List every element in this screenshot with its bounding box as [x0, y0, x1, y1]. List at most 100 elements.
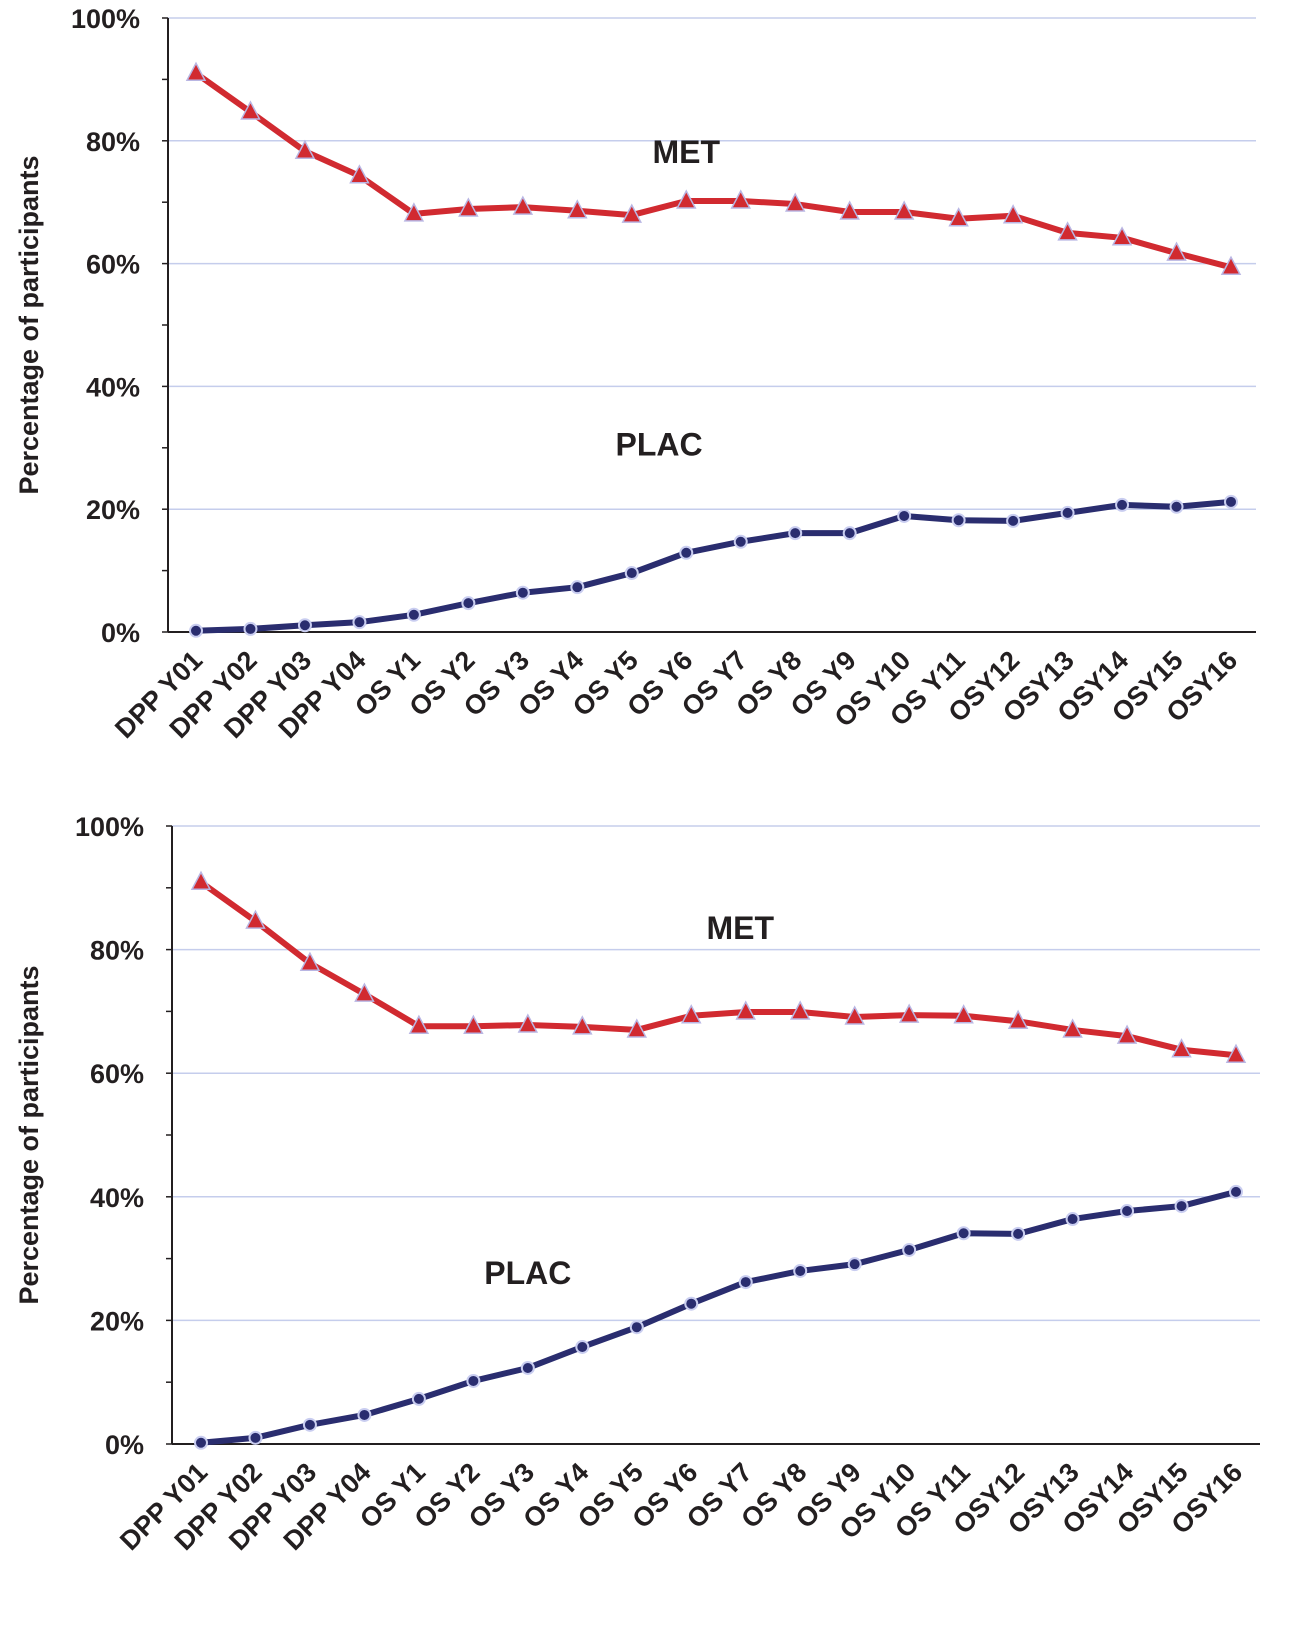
data-point-met: [572, 1015, 593, 1035]
data-point-plac: [793, 1263, 808, 1278]
y-tick-label: 100%: [75, 812, 144, 842]
series-label-plac: PLAC: [484, 1255, 571, 1291]
data-point-met: [403, 202, 425, 222]
data-point-plac: [515, 585, 530, 600]
y-tick-label: 40%: [86, 372, 140, 402]
data-point-met: [517, 1013, 539, 1033]
data-point-met: [245, 909, 266, 929]
data-point-plac: [951, 513, 966, 528]
data-point-met: [567, 199, 588, 219]
data-point-met: [626, 1018, 648, 1038]
data-point-plac: [956, 1226, 971, 1241]
data-point-plac: [406, 607, 421, 622]
data-point-plac: [842, 526, 857, 541]
y-tick-label: 100%: [71, 4, 140, 34]
y-tick-label: 60%: [90, 1059, 144, 1089]
data-point-met: [1007, 1009, 1029, 1030]
data-point-met: [1111, 226, 1133, 246]
data-point-plac: [1224, 494, 1238, 509]
data-point-plac: [788, 526, 803, 541]
data-point-plac: [1060, 505, 1075, 520]
data-point-plac: [1174, 1199, 1189, 1214]
data-point-met: [1057, 221, 1078, 241]
data-point-plac: [461, 596, 476, 611]
chart-1: 0% 20% 40% 60% 80% 100% Percentage of particip…: [14, 4, 1256, 744]
data-point-plac: [1006, 513, 1021, 528]
y-axis-label: Percentage of participants: [14, 155, 44, 494]
data-point-plac: [352, 615, 367, 630]
data-point-plac: [1229, 1184, 1243, 1199]
data-point-plac: [733, 534, 748, 549]
data-point-met: [789, 1000, 811, 1020]
data-point-met: [844, 1005, 865, 1025]
data-point-plac: [1169, 499, 1184, 514]
series-line-met: [199, 879, 1237, 1059]
data-point-plac: [624, 566, 639, 581]
data-point-met: [349, 164, 370, 184]
data-point-met: [240, 100, 261, 120]
series-plac: PLAC: [189, 427, 1238, 638]
data-point-met: [463, 1014, 484, 1034]
data-point-met: [681, 1004, 702, 1024]
data-point-met: [299, 951, 321, 971]
series-met: MET: [190, 870, 1247, 1064]
data-point-plac: [302, 1417, 317, 1432]
y-tick-label: 0%: [101, 618, 140, 648]
y-tick-label: 80%: [90, 936, 144, 966]
data-point-met: [1225, 1043, 1247, 1064]
data-point-met: [621, 203, 643, 223]
series-line-plac: [195, 498, 1232, 634]
data-point-met: [898, 1003, 920, 1023]
data-point-met: [948, 207, 969, 227]
data-point-plac: [466, 1373, 481, 1388]
data-point-met: [354, 982, 375, 1002]
data-point-plac: [297, 618, 312, 633]
data-point-plac: [520, 1360, 535, 1375]
data-point-met: [1116, 1024, 1138, 1044]
data-point-met: [185, 61, 207, 82]
y-tick-label: 40%: [90, 1183, 144, 1213]
data-point-met: [1062, 1018, 1083, 1038]
data-point-met: [458, 197, 479, 217]
y-tick-label: 20%: [90, 1306, 144, 1336]
series-label-met: MET: [707, 910, 775, 946]
data-point-met: [676, 189, 697, 209]
data-point-plac: [189, 623, 203, 638]
data-point-met: [839, 200, 860, 220]
data-point-met: [1171, 1038, 1192, 1058]
data-point-met: [730, 189, 751, 209]
y-axis-label: Percentage of participants: [14, 965, 44, 1304]
data-point-plac: [897, 508, 912, 523]
data-point-met: [784, 192, 806, 212]
y-tick-label: 60%: [86, 250, 140, 280]
data-point-plac: [1120, 1204, 1135, 1219]
data-point-met: [953, 1004, 974, 1024]
y-tick-label: 20%: [86, 495, 140, 525]
series-plac: PLAC: [194, 1184, 1243, 1450]
series-line-plac: [200, 1188, 1237, 1446]
data-point-met: [735, 1000, 756, 1020]
y-tick-label: 0%: [105, 1430, 144, 1460]
data-point-plac: [194, 1435, 208, 1450]
series-label-met: MET: [652, 134, 720, 170]
data-point-plac: [629, 1320, 644, 1335]
data-point-plac: [902, 1242, 917, 1257]
data-point-met: [294, 139, 316, 159]
data-point-met: [1220, 255, 1242, 276]
data-point-plac: [847, 1257, 862, 1272]
data-point-met: [1002, 204, 1024, 224]
data-point-plac: [1115, 497, 1130, 512]
data-point-met: [190, 870, 212, 890]
data-point-met: [512, 195, 534, 215]
data-point-met: [893, 200, 915, 220]
data-point-plac: [570, 580, 585, 595]
data-point-plac: [411, 1391, 426, 1406]
data-point-plac: [243, 621, 258, 636]
chart-2: 0% 20% 40% 60% 80% 100% Percentage of particip…: [14, 812, 1260, 1556]
data-point-met: [408, 1014, 430, 1034]
data-point-plac: [1065, 1212, 1080, 1227]
data-point-plac: [684, 1296, 699, 1311]
series-met: MET: [185, 61, 1242, 276]
y-tick-label: 80%: [86, 127, 140, 157]
